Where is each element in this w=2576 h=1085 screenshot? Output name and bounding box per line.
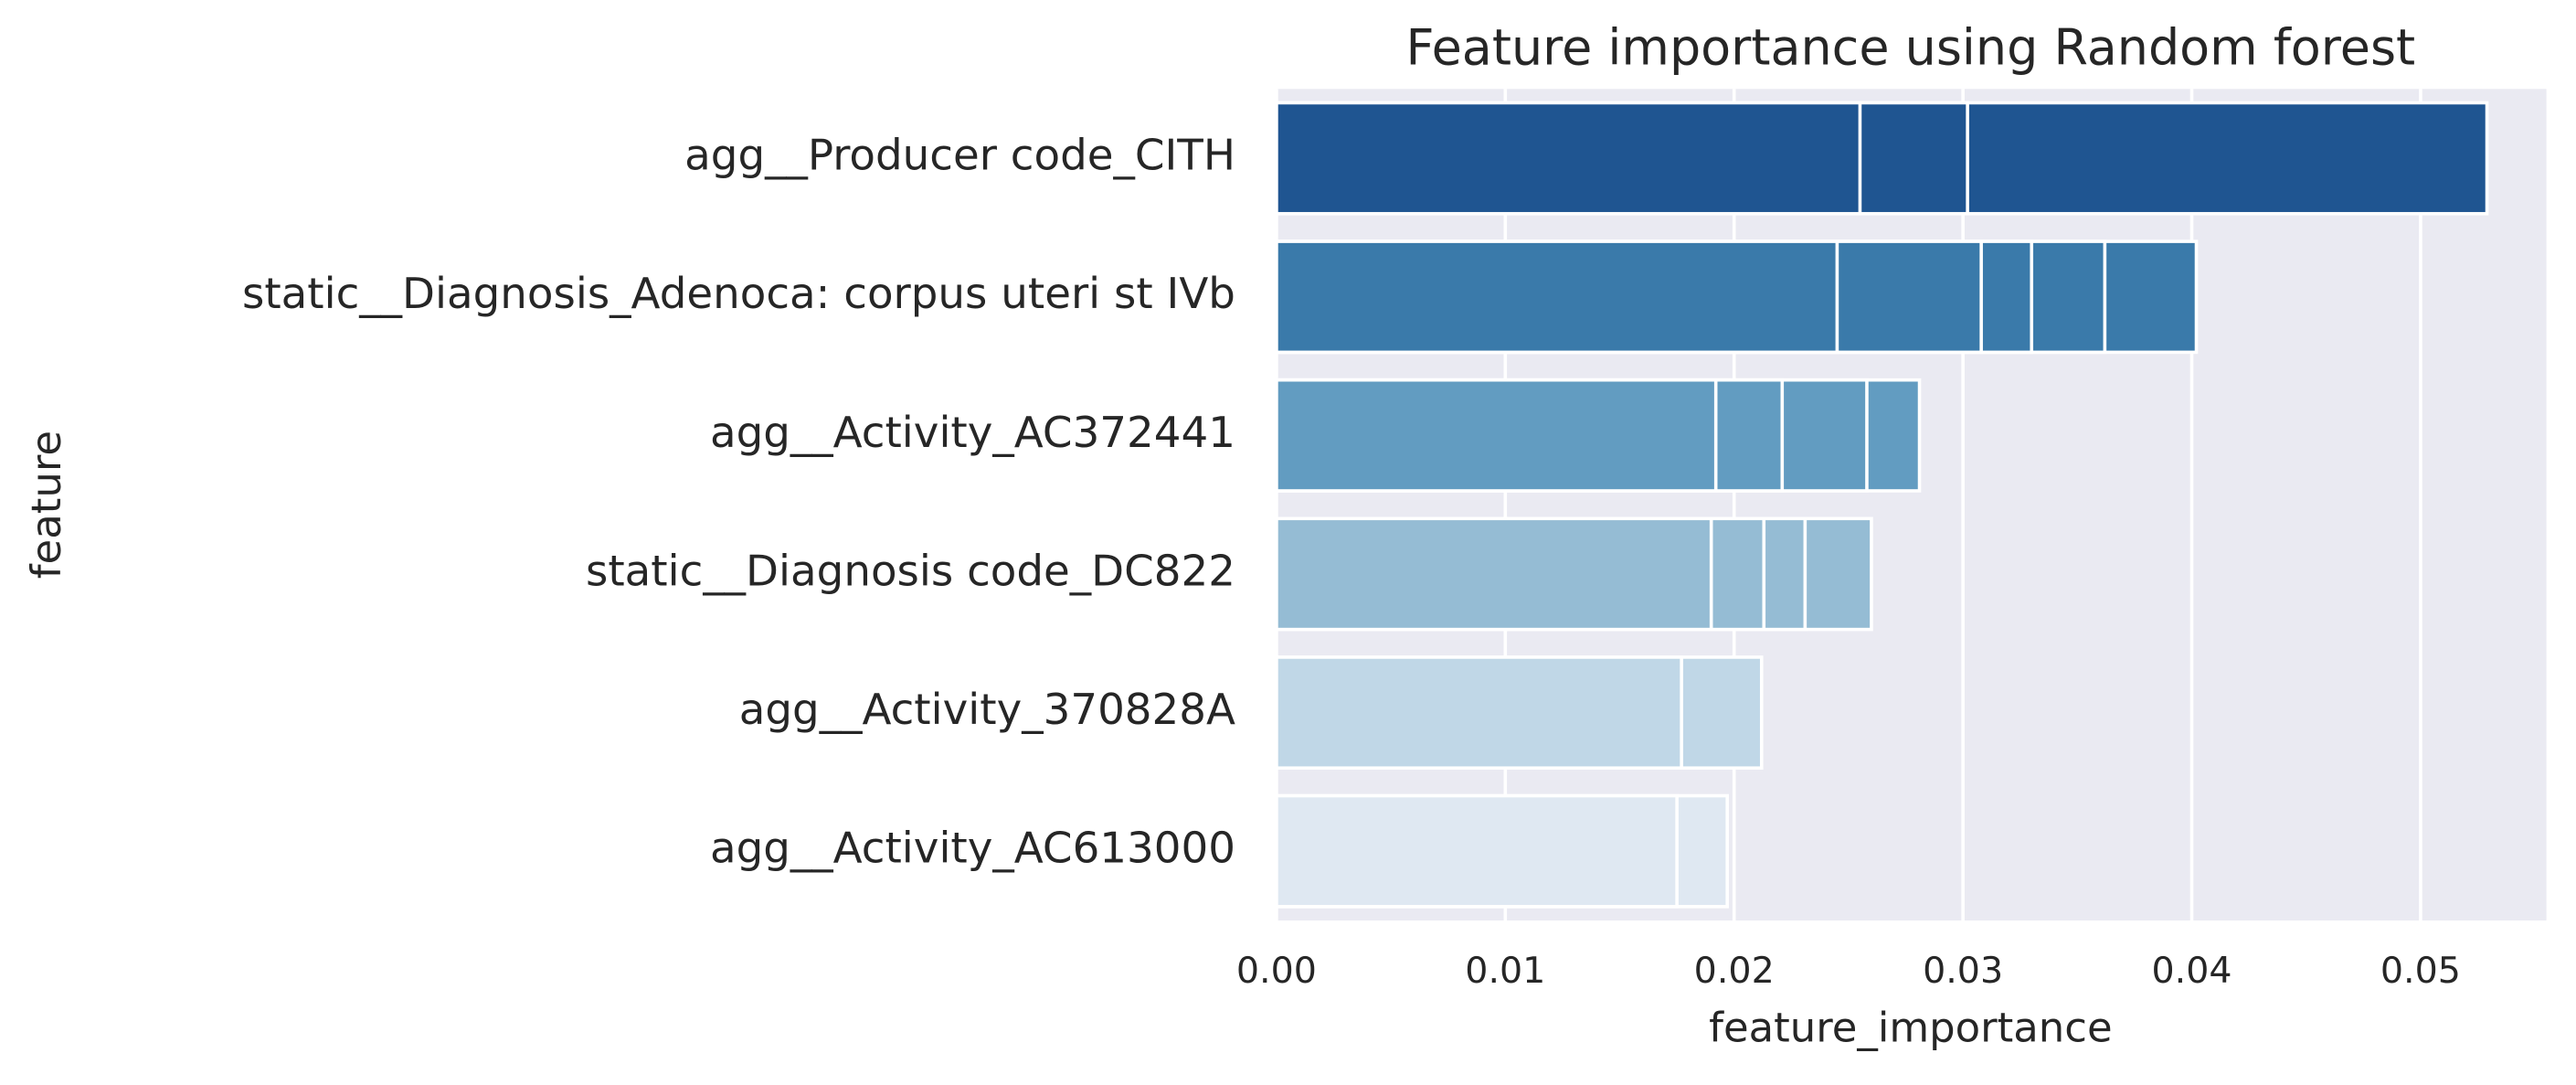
bar xyxy=(1275,516,1713,632)
x-tick-label: 0.01 xyxy=(1465,950,1545,992)
bar xyxy=(1275,378,1718,493)
x-tick-label: 0.04 xyxy=(2151,950,2231,992)
y-axis-label: feature xyxy=(22,431,70,579)
x-axis-label: feature_importance xyxy=(1709,1003,2112,1051)
x-tick-label: 0.00 xyxy=(1236,950,1317,992)
bar xyxy=(1275,655,1683,771)
x-tick-label: 0.03 xyxy=(1923,950,2003,992)
y-tick-label: agg__Producer code_CITH xyxy=(684,132,1235,181)
x-tick-label: 0.02 xyxy=(1694,950,1775,992)
y-tick-label: agg__Activity_370828A xyxy=(739,686,1235,735)
bar xyxy=(1275,239,1839,355)
bar xyxy=(1275,101,1862,216)
plot-area xyxy=(1276,89,2547,921)
y-tick-label: agg__Activity_AC613000 xyxy=(710,824,1235,874)
bar xyxy=(1275,793,1679,909)
x-tick-label: 0.05 xyxy=(2380,950,2461,992)
y-tick-label: static__Diagnosis_Adenoca: corpus uteri … xyxy=(242,270,1235,319)
y-tick-label: static__Diagnosis code_DC822 xyxy=(586,547,1235,596)
chart-title: Feature importance using Random forest xyxy=(1406,19,2416,77)
y-tick-label: agg__Activity_AC372441 xyxy=(710,409,1235,458)
